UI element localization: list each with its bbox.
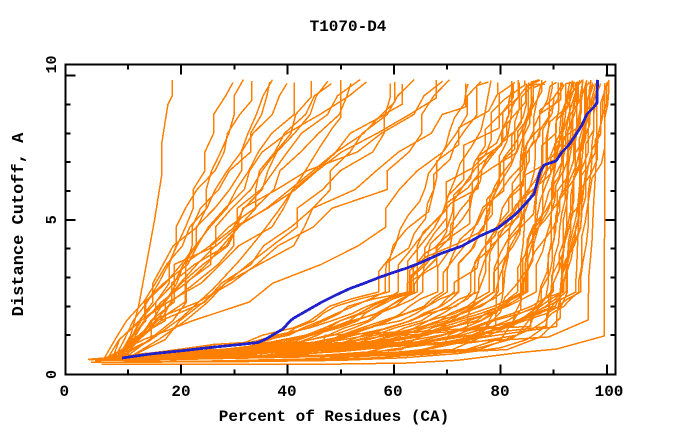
svg-text:Percent of Residues (CA): Percent of Residues (CA) — [219, 408, 449, 426]
svg-text:T1070-D4: T1070-D4 — [310, 18, 387, 36]
svg-text:10: 10 — [44, 55, 61, 73]
svg-text:Distance Cutoff, A: Distance Cutoff, A — [10, 132, 29, 316]
svg-text:80: 80 — [490, 383, 509, 401]
svg-text:60: 60 — [383, 383, 402, 401]
svg-text:0: 0 — [44, 370, 61, 379]
svg-text:5: 5 — [44, 215, 61, 224]
svg-text:20: 20 — [171, 383, 190, 401]
svg-text:100: 100 — [595, 383, 624, 401]
svg-text:0: 0 — [59, 383, 69, 401]
svg-text:40: 40 — [277, 383, 296, 401]
